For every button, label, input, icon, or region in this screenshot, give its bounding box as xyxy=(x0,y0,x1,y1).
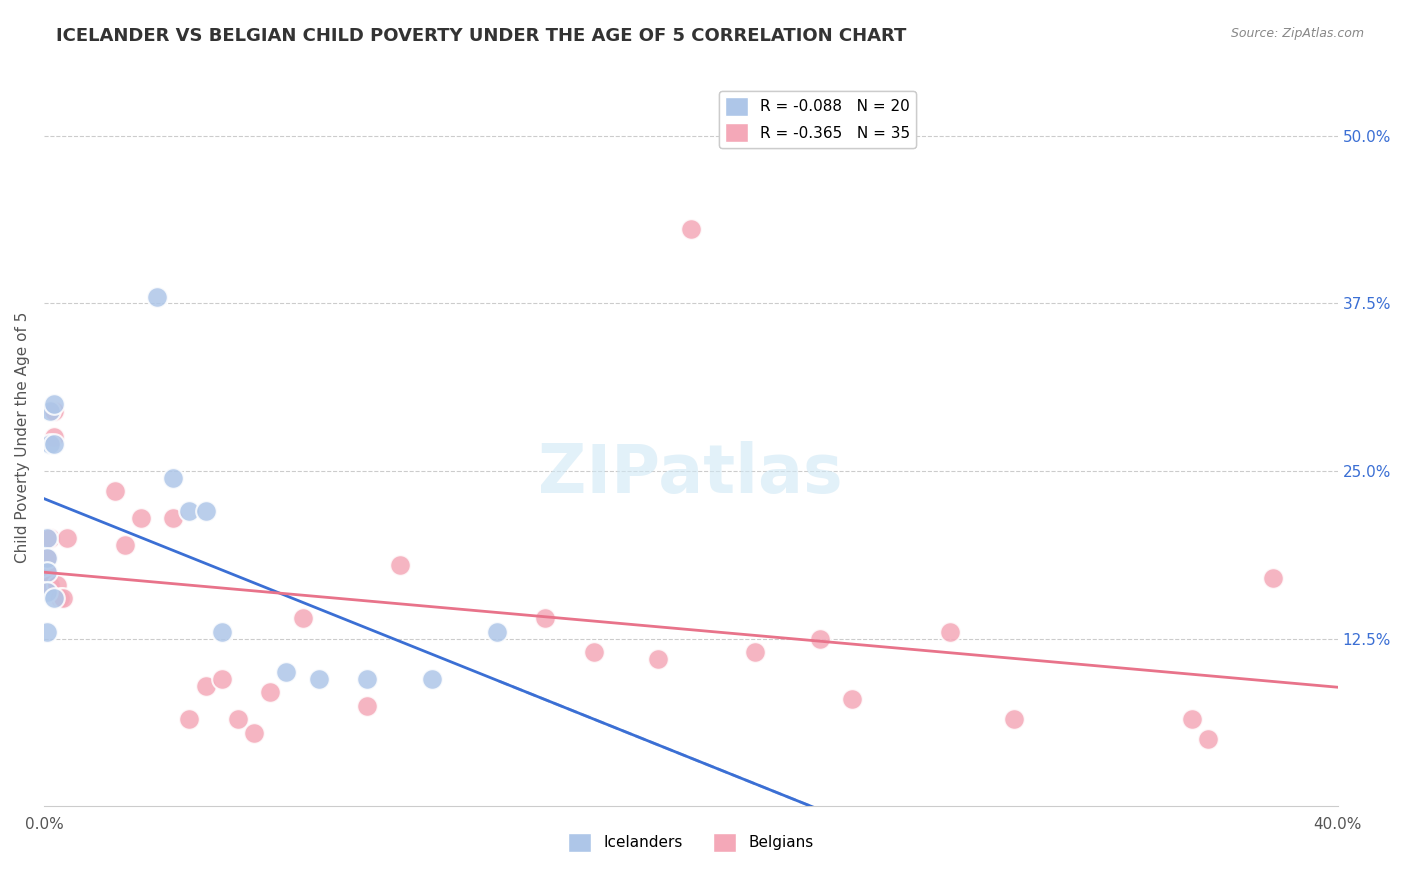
Point xyxy=(42,591,65,606)
Text: ICELANDER VS BELGIAN CHILD POVERTY UNDER THE AGE OF 5 CORRELATION CHART: ICELANDER VS BELGIAN CHILD POVERTY UNDER… xyxy=(56,27,907,45)
Point xyxy=(37,551,59,566)
Point xyxy=(42,437,65,451)
Point xyxy=(226,712,249,726)
Point xyxy=(39,437,62,451)
Point xyxy=(308,672,330,686)
Point xyxy=(146,289,169,303)
Point xyxy=(1261,571,1284,585)
Point xyxy=(114,538,136,552)
Point xyxy=(243,725,266,739)
Point xyxy=(37,565,59,579)
Point xyxy=(37,531,59,545)
Point xyxy=(55,531,77,545)
Point xyxy=(211,624,233,639)
Point xyxy=(1002,712,1025,726)
Point xyxy=(211,672,233,686)
Point xyxy=(841,692,863,706)
Point xyxy=(938,624,960,639)
Point xyxy=(744,645,766,659)
Point xyxy=(420,672,443,686)
Point xyxy=(679,222,702,236)
Point xyxy=(39,403,62,417)
Point xyxy=(39,578,62,592)
Point xyxy=(162,470,184,484)
Point xyxy=(39,531,62,545)
Point xyxy=(179,504,201,518)
Point xyxy=(194,679,217,693)
Point xyxy=(291,611,314,625)
Point xyxy=(485,624,508,639)
Point xyxy=(194,504,217,518)
Point xyxy=(37,565,59,579)
Point xyxy=(49,591,72,606)
Legend: R = -0.088   N = 20, R = -0.365   N = 35: R = -0.088 N = 20, R = -0.365 N = 35 xyxy=(718,91,915,148)
Point xyxy=(37,624,59,639)
Point xyxy=(104,484,127,499)
Point xyxy=(1181,712,1204,726)
Point xyxy=(259,685,281,699)
Point xyxy=(37,584,59,599)
Point xyxy=(356,672,378,686)
Text: ZIPatlas: ZIPatlas xyxy=(538,442,844,508)
Point xyxy=(179,712,201,726)
Point xyxy=(42,430,65,444)
Y-axis label: Child Poverty Under the Age of 5: Child Poverty Under the Age of 5 xyxy=(15,311,30,563)
Point xyxy=(42,397,65,411)
Text: Source: ZipAtlas.com: Source: ZipAtlas.com xyxy=(1230,27,1364,40)
Point xyxy=(52,591,75,606)
Point xyxy=(647,651,669,665)
Point xyxy=(808,632,831,646)
Point xyxy=(388,558,411,572)
Point xyxy=(45,578,67,592)
Point xyxy=(162,511,184,525)
Point xyxy=(534,611,557,625)
Point xyxy=(129,511,152,525)
Point xyxy=(1197,732,1219,747)
Point xyxy=(276,665,298,680)
Point xyxy=(356,698,378,713)
Point xyxy=(37,551,59,566)
Point xyxy=(42,403,65,417)
Point xyxy=(582,645,605,659)
